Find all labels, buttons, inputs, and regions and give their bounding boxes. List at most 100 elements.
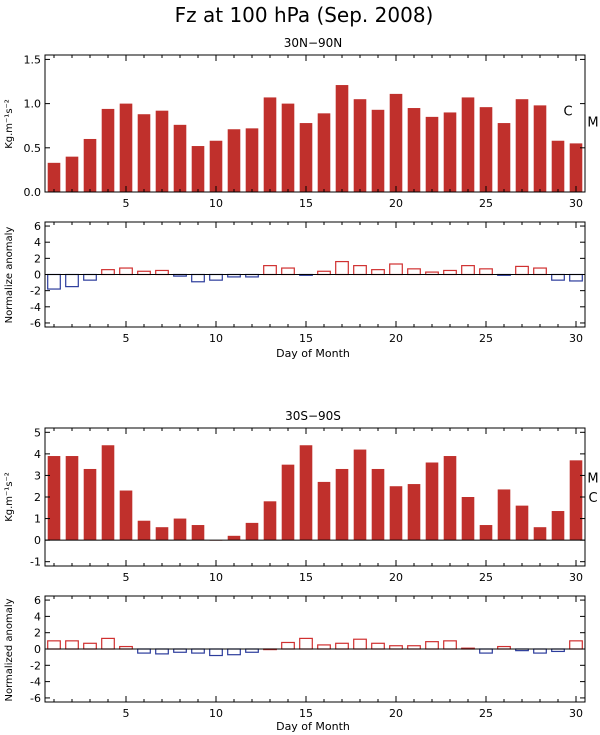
x-tick-label: 30 [569, 332, 583, 345]
bar-day-16 [317, 644, 331, 650]
bar-day-27 [515, 99, 529, 192]
x-tick-label: 5 [123, 197, 130, 210]
bar-day-30 [569, 273, 583, 282]
bar-day-2 [65, 456, 79, 541]
panel-3-plot: -1 0 1 2 3 4 5 5 10 15 20 25 30 MC [30, 426, 599, 584]
panel-2-ylabel: Normalize anomaly [4, 227, 15, 324]
panel-1-ylabel: Kg.m⁻¹s⁻² [4, 99, 15, 149]
bar-day-7 [155, 110, 169, 192]
bar-day-13 [263, 501, 277, 541]
bar-day-7 [155, 648, 169, 655]
panel-4-ylabel: Normalized anomaly [4, 598, 15, 701]
bar-day-28 [533, 527, 547, 541]
bar-day-20 [389, 93, 403, 192]
y-tick-label: -6 [30, 317, 41, 330]
bar-day-17 [335, 468, 349, 541]
x-tick-label: 25 [479, 197, 493, 210]
panel-1-title: 30N−90N [284, 36, 343, 50]
x-tick-label: 5 [123, 707, 130, 720]
bar-day-19 [371, 642, 385, 650]
y-tick-label: -4 [30, 301, 41, 314]
bar-day-10 [209, 140, 223, 192]
bar-day-3 [83, 273, 97, 281]
bar-day-14 [281, 464, 295, 541]
y-tick-label: 6 [34, 594, 41, 607]
panel-2-plot: -6 -4 -2 0 2 4 6 5 10 15 20 25 30 [30, 220, 586, 345]
bar-day-11 [227, 648, 241, 656]
panel-3-title: 30S−90S [285, 409, 341, 423]
bar-day-8 [173, 124, 187, 192]
bar-day-23 [443, 640, 457, 650]
y-tick-label: -2 [30, 659, 41, 672]
bar-day-1 [47, 162, 61, 192]
bar-day-29 [551, 273, 565, 281]
x-tick-label: 20 [389, 707, 403, 720]
bar-day-6 [137, 114, 151, 192]
bar-day-19 [371, 269, 385, 276]
bar-day-29 [551, 511, 565, 541]
bar-day-24 [461, 497, 475, 541]
bar-day-21 [407, 484, 421, 541]
bar-day-21 [407, 108, 421, 192]
bar-day-5 [119, 103, 133, 192]
bar-day-9 [191, 146, 205, 192]
bar-day-21 [407, 268, 421, 276]
plot-frame [44, 54, 586, 193]
bar-day-1 [47, 273, 61, 290]
bar-day-2 [65, 273, 79, 288]
bar-day-25 [479, 107, 493, 192]
y-tick-label: 1.5 [24, 53, 42, 66]
bar-day-19 [371, 468, 385, 541]
bar-day-26 [497, 123, 511, 192]
y-tick-label: 0 [34, 643, 41, 656]
y-tick-label: 0.5 [24, 142, 42, 155]
bar-day-26 [497, 489, 511, 541]
y-tick-label: 4 [34, 610, 41, 623]
x-tick-label: 5 [123, 571, 130, 584]
bar-day-27 [515, 265, 529, 276]
x-tick-label: 25 [479, 571, 493, 584]
bar-day-6 [137, 648, 151, 654]
x-tick-label: 20 [389, 571, 403, 584]
y-tick-label: -2 [30, 285, 41, 298]
y-tick-label: -4 [30, 676, 41, 689]
bar-day-6 [137, 520, 151, 541]
bar-day-9 [191, 273, 205, 283]
bar-day-8 [173, 518, 187, 541]
bar-day-3 [83, 468, 97, 541]
bar-day-2 [65, 156, 79, 192]
panel-2-xlabel: Day of Month [276, 347, 350, 360]
y-tick-label: 0.0 [24, 186, 42, 199]
bar-day-1 [47, 640, 61, 650]
bar-day-15 [299, 123, 313, 192]
x-tick-label: 10 [209, 332, 223, 345]
x-tick-label: 30 [569, 197, 583, 210]
bar-day-20 [389, 486, 403, 541]
bar-day-10 [209, 273, 223, 281]
bar-day-22 [425, 116, 439, 192]
bar-day-24 [461, 265, 475, 276]
x-tick-label: 25 [479, 332, 493, 345]
x-tick-label: 10 [209, 197, 223, 210]
bar-day-14 [281, 103, 295, 192]
x-tick-label: 30 [569, 707, 583, 720]
bar-day-15 [299, 445, 313, 541]
bar-day-30 [569, 460, 583, 541]
bar-day-18 [353, 265, 367, 276]
y-tick-label: 6 [34, 220, 41, 233]
bar-day-12 [245, 522, 259, 541]
y-tick-label: 2 [34, 627, 41, 640]
bar-day-23 [443, 112, 457, 192]
bar-day-4 [101, 108, 115, 192]
bar-day-3 [83, 642, 97, 650]
y-tick-label: -1 [30, 556, 41, 569]
bar-day-16 [317, 113, 331, 192]
bar-day-23 [443, 456, 457, 541]
y-tick-label: 1.0 [24, 98, 42, 111]
bar-day-25 [479, 648, 493, 654]
y-tick-label: 0 [34, 534, 41, 547]
bar-day-18 [353, 638, 367, 650]
bar-day-20 [389, 263, 403, 276]
y-tick-label: 0 [34, 269, 41, 282]
